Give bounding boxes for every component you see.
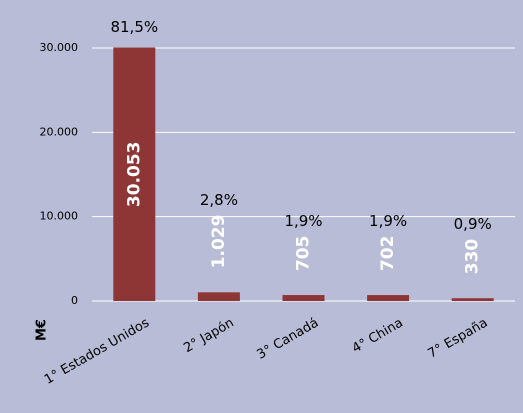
y-tick-label: 30.000 [40,41,79,54]
annotation: 2,8% [200,191,238,209]
value-label: 705 [294,236,314,272]
annotation: 81,5% [110,18,158,36]
annotation: 0,9% [454,215,492,233]
value-label: 1.029 [209,215,229,269]
y-tick-label: 0 [71,294,78,307]
bar [367,295,410,301]
bar [282,295,325,301]
value-label: 30.053 [124,141,144,207]
y-tick-label: 20.000 [40,125,79,138]
bar [451,298,494,301]
value-label: 702 [378,236,398,272]
value-label: 330 [463,239,483,275]
y-axis-label: M€ [35,319,50,341]
annotation: 1,9% [369,212,407,230]
annotation: 1,9% [284,212,322,230]
y-tick-label: 10.000 [40,210,79,223]
bar [197,292,240,301]
bar [113,47,156,301]
